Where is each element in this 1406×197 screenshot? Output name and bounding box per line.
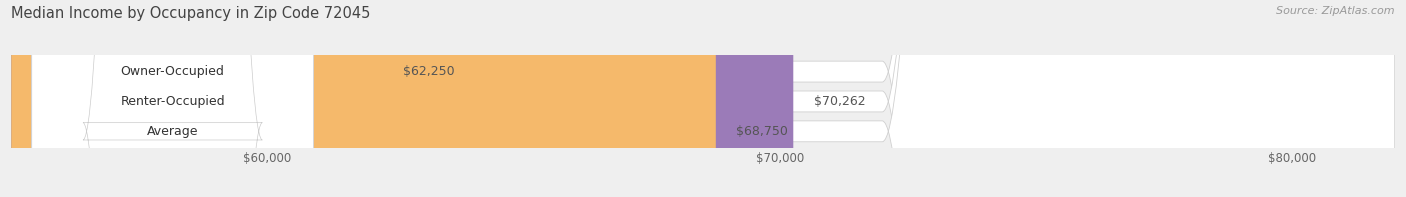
Text: $62,250: $62,250 [404, 65, 456, 78]
Text: Average: Average [146, 125, 198, 138]
Text: $70,262: $70,262 [814, 95, 866, 108]
FancyBboxPatch shape [32, 0, 314, 197]
Text: Owner-Occupied: Owner-Occupied [121, 65, 225, 78]
Text: $68,750: $68,750 [737, 125, 789, 138]
FancyBboxPatch shape [0, 0, 523, 197]
FancyBboxPatch shape [11, 0, 1395, 197]
FancyBboxPatch shape [32, 0, 314, 197]
FancyBboxPatch shape [11, 0, 793, 197]
Text: Source: ZipAtlas.com: Source: ZipAtlas.com [1277, 6, 1395, 16]
Text: Median Income by Occupancy in Zip Code 72045: Median Income by Occupancy in Zip Code 7… [11, 6, 371, 21]
FancyBboxPatch shape [11, 0, 1395, 197]
Text: Renter-Occupied: Renter-Occupied [121, 95, 225, 108]
FancyBboxPatch shape [11, 0, 1395, 197]
FancyBboxPatch shape [32, 0, 314, 197]
FancyBboxPatch shape [11, 0, 716, 197]
